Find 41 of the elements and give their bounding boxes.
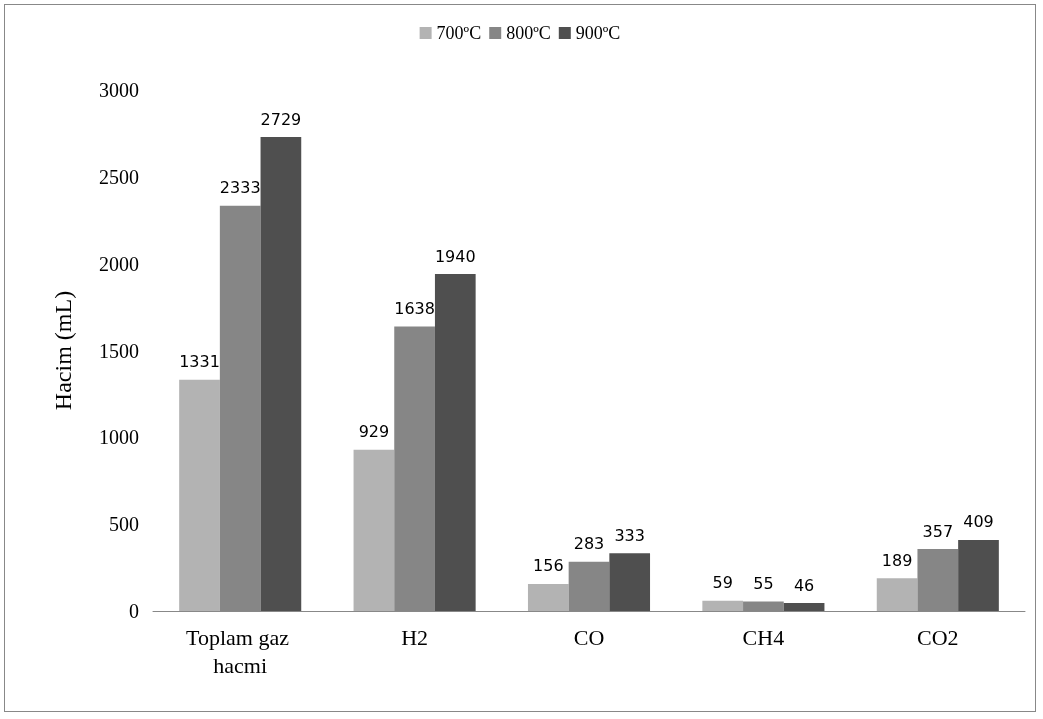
x-tick-label: CO bbox=[573, 624, 605, 650]
data-label: 1331 bbox=[179, 352, 220, 372]
bar bbox=[353, 449, 395, 611]
data-label: 46 bbox=[793, 575, 815, 595]
x-tick-label: H2 bbox=[401, 624, 429, 650]
data-label: 2729 bbox=[260, 109, 302, 129]
bar bbox=[702, 600, 744, 611]
x-tick-label: CO2 bbox=[917, 624, 959, 650]
x-tick-label: Toplam gaz hacmi bbox=[185, 624, 295, 678]
bar bbox=[179, 379, 220, 611]
y-tick-label: 1000 bbox=[99, 426, 139, 449]
y-axis-title: Hacim (mL) bbox=[50, 290, 76, 411]
bar bbox=[876, 578, 918, 611]
data-label: 55 bbox=[753, 573, 774, 593]
data-label: 357 bbox=[922, 521, 954, 541]
data-label: 333 bbox=[614, 525, 645, 545]
legend-label: 700ºC bbox=[436, 23, 482, 43]
y-tick-label: 2000 bbox=[99, 252, 139, 275]
data-label: 1940 bbox=[434, 246, 476, 266]
bar bbox=[783, 603, 825, 611]
bar bbox=[958, 539, 999, 611]
y-tick-label: 3000 bbox=[99, 79, 139, 101]
y-tick-label: 2500 bbox=[99, 165, 139, 188]
data-label: 2333 bbox=[219, 178, 261, 198]
x-tick-label: CH4 bbox=[742, 624, 785, 650]
bar bbox=[527, 583, 569, 611]
data-label: 1638 bbox=[394, 299, 435, 319]
bar bbox=[434, 274, 476, 611]
data-label: 283 bbox=[573, 534, 605, 554]
y-tick-label: 0 bbox=[129, 600, 139, 622]
data-label: 156 bbox=[533, 556, 564, 576]
data-label: 59 bbox=[712, 573, 733, 593]
y-tick-label: 1500 bbox=[99, 339, 139, 362]
bar bbox=[260, 137, 302, 611]
data-label: 409 bbox=[963, 512, 994, 532]
data-label: 929 bbox=[358, 422, 390, 442]
y-tick-label: 500 bbox=[109, 513, 139, 536]
legend-label: 800ºC bbox=[506, 23, 551, 43]
legend-label: 900ºC bbox=[575, 23, 621, 43]
bar bbox=[609, 553, 651, 611]
data-label: 189 bbox=[881, 550, 913, 570]
